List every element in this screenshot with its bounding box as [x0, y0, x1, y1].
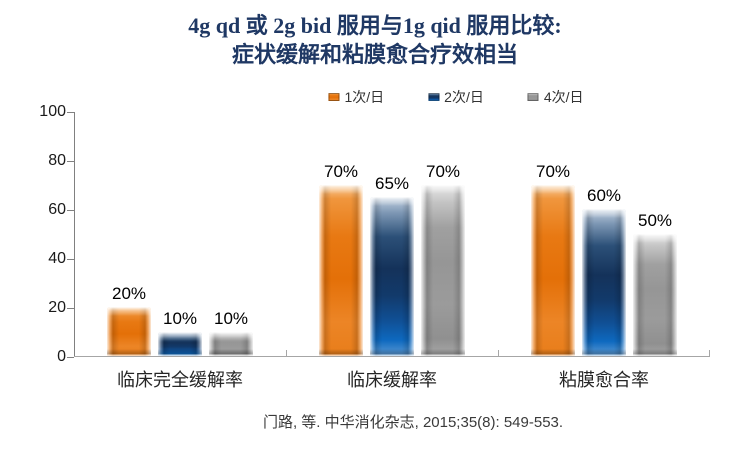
bar-column: 65%: [370, 173, 414, 357]
bar: [370, 196, 414, 357]
bar-value-label: 70%: [535, 161, 571, 181]
y-axis-tick-label: 80: [48, 152, 66, 169]
bar-column: 10%: [158, 308, 202, 356]
bar: [633, 233, 677, 356]
legend-label: 4次/日: [543, 89, 584, 105]
bar-value-label: 60%: [586, 186, 622, 205]
x-axis-category-labels: 临床完全缓解率 临床缓解率 粘膜愈合率: [74, 366, 710, 392]
bar-value-label: 70%: [425, 161, 461, 181]
y-axis-tick-label: 100: [39, 103, 66, 120]
y-axis-tick-mark: [67, 356, 74, 358]
bar-group: 20% 10% 10%: [74, 284, 286, 356]
y-axis-tick-mark: [67, 111, 74, 113]
bar-column: 70%: [531, 161, 575, 356]
y-axis-tick-mark: [67, 209, 74, 211]
bar: [158, 331, 202, 356]
bar-group: 70% 60% 50%: [498, 161, 710, 356]
y-axis-ticks: [67, 111, 74, 358]
bar-column: 50%: [633, 210, 677, 356]
bar-group: 70% 65% 70%: [286, 162, 498, 357]
bar: [209, 331, 253, 356]
y-axis-tick-mark: [67, 258, 74, 260]
bar-value-label: 20%: [111, 284, 147, 303]
legend-item: 1次/日: [328, 87, 384, 107]
bar-value-label: 70%: [323, 161, 359, 181]
y-axis-tick-label: 0: [57, 348, 66, 365]
y-axis-tick-label: 60: [48, 201, 66, 218]
chart-title-line2: 症状缓解和粘膜愈合疗效相当: [231, 42, 518, 67]
y-axis-tick-mark: [67, 307, 74, 309]
bar: [319, 184, 363, 356]
chart-title-line1: 4g qd 或 2g bid 服用与1g qid 服用比较:: [188, 13, 562, 38]
legend-item: 4次/日: [527, 87, 584, 107]
x-axis-category-label: 临床完全缓解率: [117, 370, 243, 390]
legend-item: 2次/日: [428, 87, 484, 107]
x-axis-category-label: 临床缓解率: [347, 370, 437, 390]
bar-column: 60%: [582, 186, 626, 356]
legend: 1次/日 2次/日 4次/日: [328, 87, 584, 107]
y-axis-tick-label: 20: [48, 299, 66, 316]
bar-column: 70%: [319, 161, 363, 356]
bar-value-label: 50%: [637, 210, 673, 230]
x-axis-line: [74, 356, 710, 357]
bar: [582, 209, 626, 356]
citation: 门路, 等. 中华消化杂志, 2015;35(8): 549-553.: [262, 414, 564, 431]
bar: [107, 307, 151, 356]
bar-value-label: 10%: [213, 308, 249, 328]
legend-label: 2次/日: [444, 89, 484, 105]
x-axis-end-tick: [709, 350, 710, 356]
bar-column: 70%: [421, 161, 465, 356]
y-axis-tick-label: 40: [48, 250, 66, 267]
plot-area: 20% 10% 10% 70% 65% 70% 70% 60% 50%: [74, 112, 710, 357]
bar: [421, 184, 465, 356]
y-axis-line: [74, 112, 75, 357]
x-axis-boundary-tick: [498, 350, 499, 356]
bar-column: 10%: [209, 308, 253, 356]
legend-swatch-icon: [328, 93, 340, 101]
legend-swatch-icon: [527, 93, 539, 101]
y-axis-tick-mark: [67, 160, 74, 162]
bar-column: 20%: [107, 284, 151, 356]
legend-swatch-icon: [428, 93, 440, 101]
x-axis-boundary-tick: [286, 350, 287, 356]
y-axis-labels: 0 20 40 60 80 100: [22, 103, 66, 365]
chart-title: 4g qd 或 2g bid 服用与1g qid 服用比较: 症状缓解和粘膜愈合…: [0, 11, 750, 69]
bar-value-label: 10%: [162, 308, 198, 328]
x-axis-category-label: 粘膜愈合率: [559, 370, 649, 390]
legend-label: 1次/日: [344, 89, 385, 105]
bar-value-label: 65%: [374, 173, 410, 193]
bar: [531, 184, 575, 356]
